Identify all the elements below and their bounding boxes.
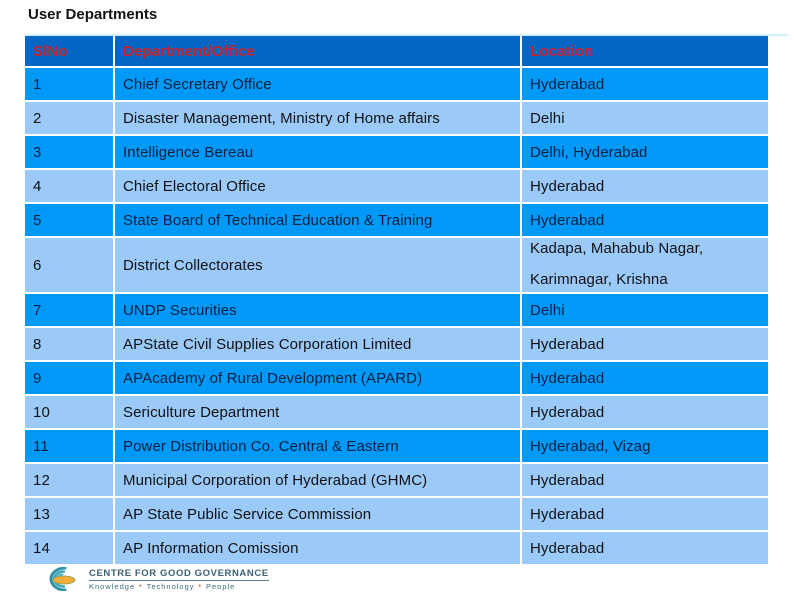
cell-location: Kadapa, Mahabub Nagar, Karimnagar, Krish… bbox=[522, 238, 768, 292]
cell-department: Intelligence Bereau bbox=[115, 136, 520, 168]
user-departments-table: SlNo Department/Office Location 1 Chief … bbox=[25, 36, 768, 564]
cell-department: State Board of Technical Education & Tra… bbox=[115, 204, 520, 236]
table-row: 5 State Board of Technical Education & T… bbox=[25, 204, 768, 236]
cgg-logo-mark bbox=[49, 567, 76, 591]
cell-slno: 8 bbox=[25, 328, 113, 360]
cell-slno: 10 bbox=[25, 396, 113, 428]
cell-location: Hyderabad bbox=[522, 464, 768, 496]
cell-slno: 5 bbox=[25, 204, 113, 236]
tagline-word: Knowledge bbox=[89, 581, 136, 591]
cell-department: APState Civil Supplies Corporation Limit… bbox=[115, 328, 520, 360]
cell-department: Power Distribution Co. Central & Eastern bbox=[115, 430, 520, 462]
table-header-row: SlNo Department/Office Location bbox=[25, 36, 768, 66]
cell-department: Chief Electoral Office bbox=[115, 170, 520, 202]
cell-location: Hyderabad bbox=[522, 362, 768, 394]
header-location: Location bbox=[522, 36, 768, 66]
cell-location: Delhi bbox=[522, 294, 768, 326]
header-slno: SlNo bbox=[25, 36, 113, 66]
cell-slno: 3 bbox=[25, 136, 113, 168]
table-row: 14 AP Information Comission Hyderabad bbox=[25, 532, 768, 564]
cgg-logo-text: CENTRE FOR GOOD GOVERNANCE Knowledge • T… bbox=[89, 568, 269, 591]
bullet-icon: • bbox=[139, 582, 143, 590]
location-line-2: Karimnagar, Krishna bbox=[530, 271, 668, 288]
cell-location: Hyderabad bbox=[522, 170, 768, 202]
cell-slno: 6 bbox=[25, 238, 113, 292]
cell-slno: 14 bbox=[25, 532, 113, 564]
cell-department: Chief Secretary Office bbox=[115, 68, 520, 100]
cell-department: AP State Public Service Commission bbox=[115, 498, 520, 530]
table-top-rule bbox=[25, 34, 788, 36]
tagline-word: Technology bbox=[146, 581, 195, 591]
table-row: 12 Municipal Corporation of Hyderabad (G… bbox=[25, 464, 768, 496]
page-title: User Departments bbox=[28, 6, 158, 23]
cell-slno: 12 bbox=[25, 464, 113, 496]
cell-slno: 7 bbox=[25, 294, 113, 326]
table-row: 11 Power Distribution Co. Central & East… bbox=[25, 430, 768, 462]
cgg-logo-name: CENTRE FOR GOOD GOVERNANCE bbox=[89, 567, 269, 581]
cgg-logo: CENTRE FOR GOOD GOVERNANCE Knowledge • T… bbox=[27, 567, 269, 591]
table-row: 4 Chief Electoral Office Hyderabad bbox=[25, 170, 768, 202]
cell-slno: 1 bbox=[25, 68, 113, 100]
cell-slno: 11 bbox=[25, 430, 113, 462]
header-department: Department/Office bbox=[115, 36, 520, 66]
cgg-logo-tagline: Knowledge • Technology • People bbox=[89, 582, 269, 591]
cell-slno: 2 bbox=[25, 102, 113, 134]
cell-location: Hyderabad bbox=[522, 204, 768, 236]
tagline-word: People bbox=[205, 581, 236, 591]
table-row: 7 UNDP Securities Delhi bbox=[25, 294, 768, 326]
cell-department: AP Information Comission bbox=[115, 532, 520, 564]
cell-department: District Collectorates bbox=[115, 238, 520, 292]
cell-department: Municipal Corporation of Hyderabad (GHMC… bbox=[115, 464, 520, 496]
cell-location: Hyderabad, Vizag bbox=[522, 430, 768, 462]
cell-location: Hyderabad bbox=[522, 68, 768, 100]
cell-department: Sericulture Department bbox=[115, 396, 520, 428]
cell-department: APAcademy of Rural Development (APARD) bbox=[115, 362, 520, 394]
table-row: 8 APState Civil Supplies Corporation Lim… bbox=[25, 328, 768, 360]
location-line-1: Kadapa, Mahabub Nagar, bbox=[530, 240, 704, 257]
cell-location: Hyderabad bbox=[522, 396, 768, 428]
cell-location: Hyderabad bbox=[522, 328, 768, 360]
table-row: 10 Sericulture Department Hyderabad bbox=[25, 396, 768, 428]
table-row: 13 AP State Public Service Commission Hy… bbox=[25, 498, 768, 530]
cell-department: Disaster Management, Ministry of Home af… bbox=[115, 102, 520, 134]
table-row: 9 APAcademy of Rural Development (APARD)… bbox=[25, 362, 768, 394]
cell-location: Delhi bbox=[522, 102, 768, 134]
cell-location: Hyderabad bbox=[522, 532, 768, 564]
cell-location: Delhi, Hyderabad bbox=[522, 136, 768, 168]
cell-slno: 4 bbox=[25, 170, 113, 202]
cell-slno: 13 bbox=[25, 498, 113, 530]
bullet-icon: • bbox=[198, 582, 202, 590]
table-row: 1 Chief Secretary Office Hyderabad bbox=[25, 68, 768, 100]
table-row: 3 Intelligence Bereau Delhi, Hyderabad bbox=[25, 136, 768, 168]
table-row: 6 District Collectorates Kadapa, Mahabub… bbox=[25, 238, 768, 292]
cell-location: Hyderabad bbox=[522, 498, 768, 530]
table-row: 2 Disaster Management, Ministry of Home … bbox=[25, 102, 768, 134]
cell-department: UNDP Securities bbox=[115, 294, 520, 326]
cell-slno: 9 bbox=[25, 362, 113, 394]
